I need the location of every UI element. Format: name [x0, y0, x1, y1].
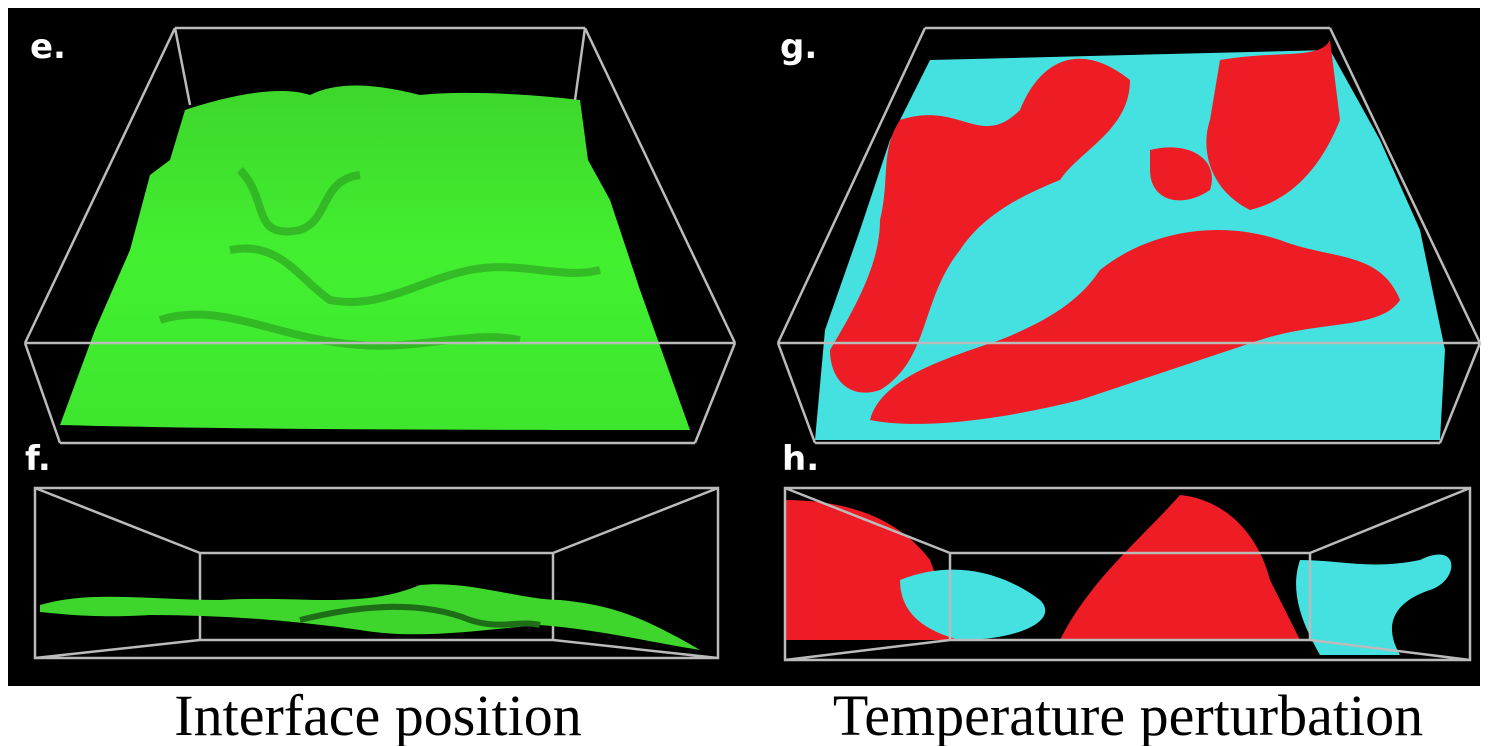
panel-label: e.: [30, 27, 66, 67]
page: e. f. g. h. Interface position Temperatu…: [0, 0, 1488, 746]
caption: Temperature perturbation: [833, 683, 1423, 746]
panel-label: g.: [780, 27, 817, 67]
panel-label: h.: [782, 439, 819, 479]
figure: e. f. g. h. Interface position Temperatu…: [0, 0, 1488, 746]
caption: Interface position: [174, 683, 581, 746]
panel-label: f.: [25, 439, 51, 479]
